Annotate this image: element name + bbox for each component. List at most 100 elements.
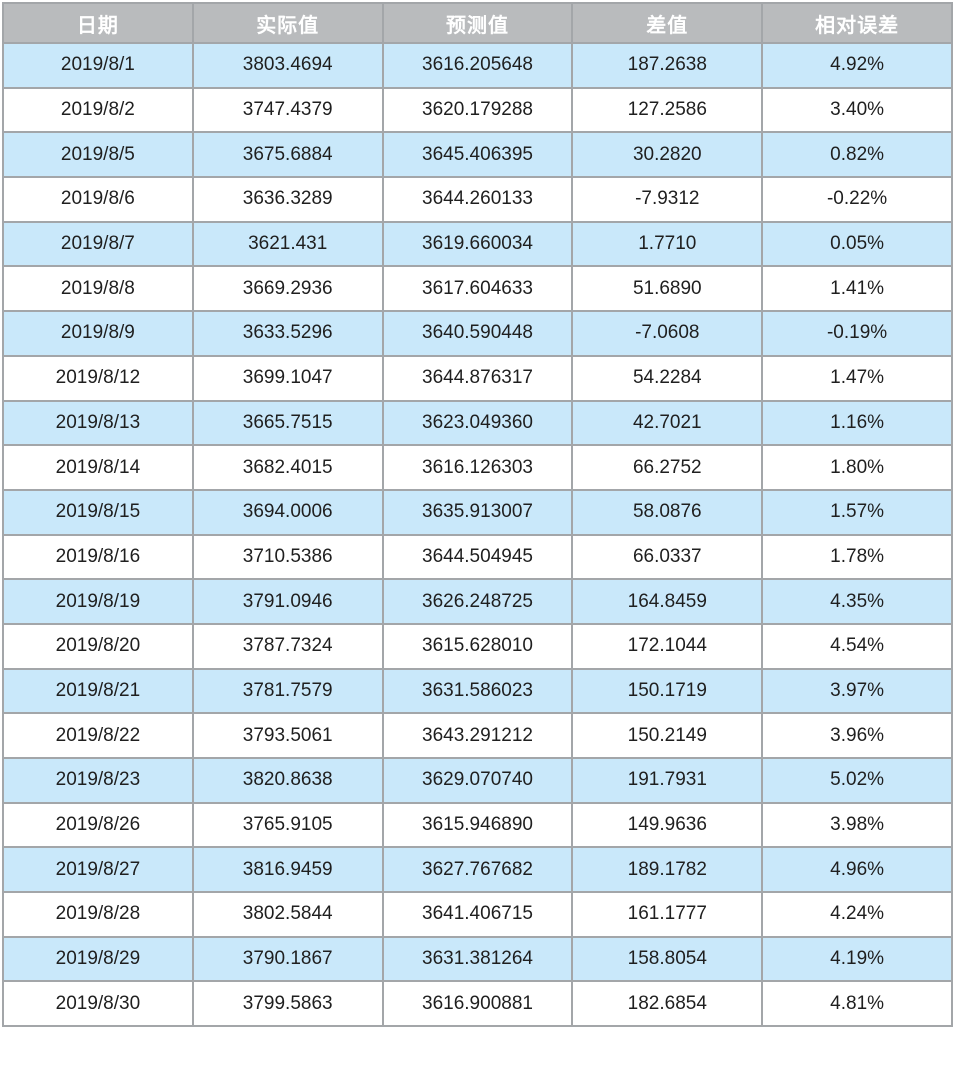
table-cell: 3615.628010 <box>381 622 574 670</box>
table-cell: 3820.8638 <box>191 757 384 804</box>
table-cell: 1.57% <box>761 488 953 536</box>
table-cell: 150.2149 <box>571 712 764 759</box>
table-cell: 3616.900881 <box>381 980 574 1028</box>
table-cell: 3631.381264 <box>381 935 574 983</box>
table-cell: 2019/8/29 <box>2 935 194 983</box>
table-cell: 3629.070740 <box>381 757 574 804</box>
header-row: 日期 实际值 预测值 差值 相对误差 <box>2 2 953 44</box>
table-cell: 3699.1047 <box>191 354 384 402</box>
table-cell: 3644.876317 <box>381 354 574 402</box>
table-cell: 4.92% <box>761 42 953 89</box>
column-header-difference: 差值 <box>571 2 764 44</box>
table-cell: 3665.7515 <box>191 399 384 447</box>
table-row: 2019/8/20 3787.7324 3615.628010 172.1044 4.5… <box>2 622 953 670</box>
table-cell: 149.9636 <box>571 801 764 849</box>
table-cell: 4.24% <box>761 891 953 938</box>
table-row: 2019/8/12 3699.1047 3644.876317 54.2284 1.47… <box>2 354 953 402</box>
table-cell: 2019/8/13 <box>2 399 194 447</box>
table-cell: 1.80% <box>761 444 953 491</box>
table-cell: 42.7021 <box>571 399 764 447</box>
table-cell: 3621.431 <box>191 220 384 268</box>
table-row: 2019/8/19 3791.0946 3626.248725 164.8459 4.3… <box>2 578 953 625</box>
table-cell: 2019/8/16 <box>2 533 194 581</box>
table-cell: 3626.248725 <box>381 578 574 625</box>
table-cell: 3791.0946 <box>191 578 384 625</box>
table-cell: 2019/8/7 <box>2 220 194 268</box>
table-cell: 2019/8/19 <box>2 578 194 625</box>
table-cell: 2019/8/14 <box>2 444 194 491</box>
table-cell: 3816.9459 <box>191 846 384 894</box>
table-cell: 182.6854 <box>571 980 764 1028</box>
table-cell: -0.22% <box>761 176 953 223</box>
table-cell: 3635.913007 <box>381 488 574 536</box>
table-cell: 3617.604633 <box>381 265 574 313</box>
table-cell: 2019/8/30 <box>2 980 194 1028</box>
table-cell: 3793.5061 <box>191 712 384 759</box>
table-cell: 58.0876 <box>571 488 764 536</box>
table-cell: 2019/8/28 <box>2 891 194 938</box>
table-cell: 4.35% <box>761 578 953 625</box>
table-row: 2019/8/2 3747.4379 3620.179288 127.2586 3.40… <box>2 86 953 134</box>
table-cell: 3781.7579 <box>191 667 384 715</box>
table-cell: 0.05% <box>761 220 953 268</box>
table-cell: 3694.0006 <box>191 488 384 536</box>
table-cell: 2019/8/26 <box>2 801 194 849</box>
table-row: 2019/8/27 3816.9459 3627.767682 189.1782 4.9… <box>2 846 953 894</box>
table-cell: -7.9312 <box>571 176 764 223</box>
table-cell: 1.78% <box>761 533 953 581</box>
table-cell: 3615.946890 <box>381 801 574 849</box>
table-body: 2019/8/1 3803.4694 3616.205648 187.2638 4.92… <box>2 42 953 1028</box>
table-cell: 3645.406395 <box>381 131 574 179</box>
table-cell: -0.19% <box>761 310 953 357</box>
table-header: 日期 实际值 预测值 差值 相对误差 <box>2 2 953 44</box>
table-cell: 191.7931 <box>571 757 764 804</box>
table-cell: 66.2752 <box>571 444 764 491</box>
table-cell: 2019/8/5 <box>2 131 194 179</box>
table-row: 2019/8/5 3675.6884 3645.406395 30.2820 0.82% <box>2 131 953 179</box>
column-header-date: 日期 <box>2 2 194 44</box>
table-cell: 2019/8/20 <box>2 622 194 670</box>
table-cell: 1.7710 <box>571 220 764 268</box>
table-row: 2019/8/15 3694.0006 3635.913007 58.0876 1.57… <box>2 488 953 536</box>
table-cell: 3787.7324 <box>191 622 384 670</box>
table-cell: 0.82% <box>761 131 953 179</box>
table-cell: 3799.5863 <box>191 980 384 1028</box>
forecast-table: 日期 实际值 预测值 差值 相对误差 2019/8/1 3803.4694 3616… <box>2 2 953 1028</box>
table-cell: 3616.205648 <box>381 42 574 89</box>
table-row: 2019/8/16 3710.5386 3644.504945 66.0337 1.78… <box>2 533 953 581</box>
table-cell: 3620.179288 <box>381 86 574 134</box>
table-cell: 4.19% <box>761 935 953 983</box>
table-cell: 3631.586023 <box>381 667 574 715</box>
table-cell: 3644.260133 <box>381 176 574 223</box>
table-cell: 161.1777 <box>571 891 764 938</box>
table-cell: 3765.9105 <box>191 801 384 849</box>
table-cell: 3627.767682 <box>381 846 574 894</box>
table-cell: 3616.126303 <box>381 444 574 491</box>
table-row: 2019/8/29 3790.1867 3631.381264 158.8054 4.1… <box>2 935 953 983</box>
table-row: 2019/8/28 3802.5844 3641.406715 161.1777 4.2… <box>2 891 953 938</box>
table-cell: 2019/8/21 <box>2 667 194 715</box>
table-cell: 172.1044 <box>571 622 764 670</box>
table-row: 2019/8/30 3799.5863 3616.900881 182.6854 4.8… <box>2 980 953 1028</box>
table-cell: 189.1782 <box>571 846 764 894</box>
table-cell: 3644.504945 <box>381 533 574 581</box>
table-cell: 3.97% <box>761 667 953 715</box>
table-cell: 127.2586 <box>571 86 764 134</box>
table-cell: 4.81% <box>761 980 953 1028</box>
table-row: 2019/8/6 3636.3289 3644.260133 -7.9312 -0.22… <box>2 176 953 223</box>
table-cell: 2019/8/6 <box>2 176 194 223</box>
table-row: 2019/8/22 3793.5061 3643.291212 150.2149 3.9… <box>2 712 953 759</box>
table-row: 2019/8/7 3621.431 3619.660034 1.7710 0.05% <box>2 220 953 268</box>
table-cell: 1.41% <box>761 265 953 313</box>
table-cell: 3802.5844 <box>191 891 384 938</box>
table-cell: 2019/8/15 <box>2 488 194 536</box>
table-cell: 2019/8/23 <box>2 757 194 804</box>
table-row: 2019/8/26 3765.9105 3615.946890 149.9636 3.9… <box>2 801 953 849</box>
table-row: 2019/8/8 3669.2936 3617.604633 51.6890 1.41% <box>2 265 953 313</box>
table-cell: 4.54% <box>761 622 953 670</box>
table-cell: 3790.1867 <box>191 935 384 983</box>
table-cell: 150.1719 <box>571 667 764 715</box>
table-cell: 2019/8/2 <box>2 86 194 134</box>
table-row: 2019/8/9 3633.5296 3640.590448 -7.0608 -0.19… <box>2 310 953 357</box>
table-cell: 3640.590448 <box>381 310 574 357</box>
